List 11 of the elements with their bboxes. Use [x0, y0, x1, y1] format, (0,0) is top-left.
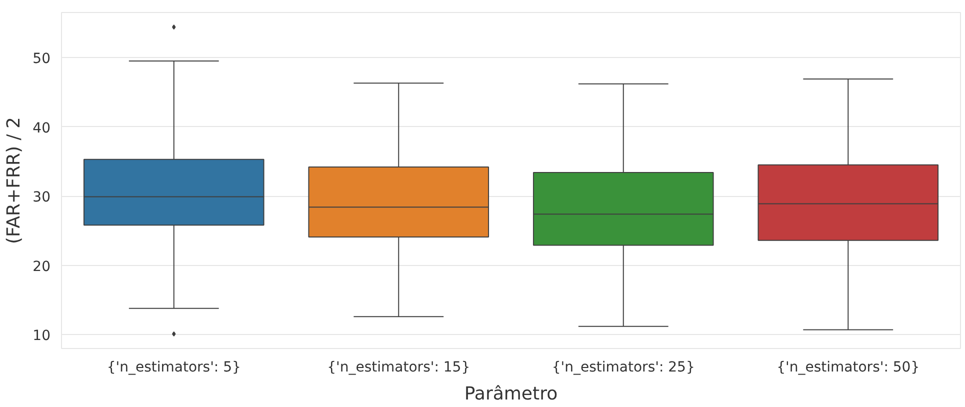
y-axis-title: (FAR+FRR) / 2	[4, 117, 25, 244]
x-tick-label: {'n_estimators': 5}	[106, 360, 241, 376]
y-tick-label: 40	[32, 120, 51, 136]
y-tick-label: 30	[32, 190, 51, 206]
x-axis-title: Parâmetro	[464, 384, 558, 404]
y-tick-label: 50	[32, 51, 51, 68]
x-tick-label: {'n_estimators': 15}	[327, 360, 470, 376]
y-tick-label: 20	[32, 258, 51, 275]
x-tick-label: {'n_estimators': 50}	[776, 360, 920, 376]
y-tick-label: 10	[32, 328, 51, 344]
x-tick-label: {'n_estimators': 25}	[552, 360, 695, 376]
